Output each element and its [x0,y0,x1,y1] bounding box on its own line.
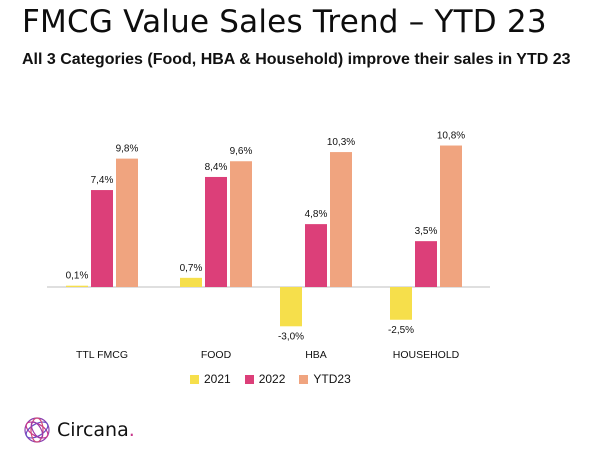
bar-ttl-fmcg-ytd23 [116,158,138,287]
data-label-food-2022: 8,4% [205,162,228,173]
legend-swatch-ytd23 [299,374,309,384]
legend-swatch-2022 [244,374,254,384]
bar-household-2022 [415,241,437,287]
bar-household-2021 [390,287,412,320]
legend-label-2021: 2021 [204,372,231,386]
bar-ttl-fmcg-2022 [91,190,113,287]
data-label-ttl-fmcg-2022: 7,4% [91,175,114,186]
category-label-household: HOUSEHOLD [393,349,460,361]
bar-household-ytd23 [440,145,462,287]
data-label-hba-ytd23: 10,3% [327,137,355,148]
data-label-household-ytd23: 10,8% [437,131,465,142]
bar-food-2022 [205,176,227,287]
data-label-food-ytd23: 9,6% [230,146,253,157]
category-label-hba: HBA [305,349,327,361]
data-label-food-2021: 0,7% [180,263,203,274]
bar-hba-2021 [280,287,302,327]
legend-item-2022: 2022 [244,372,286,386]
bar-hba-2022 [305,224,327,287]
chart-subtitle: All 3 Categories (Food, HBA & Household)… [22,51,571,68]
legend-label-ytd23: YTD23 [313,372,351,386]
data-label-ttl-fmcg-2021: 0,1% [66,271,89,282]
legend-item-ytd23: YTD23 [299,372,351,386]
logo-wordmark: Circana. [57,419,135,441]
circana-logo-icon [24,417,50,443]
brand-logo: Circana. [22,415,135,445]
legend-label-2022: 2022 [258,372,286,386]
chart-title: FMCG Value Sales Trend – YTD 23 [22,4,547,40]
bar-ttl-fmcg-2021 [66,285,88,287]
data-label-hba-2021: -3,0% [278,331,304,342]
data-label-hba-2022: 4,8% [305,209,328,220]
data-label-ttl-fmcg-ytd23: 9,8% [116,144,139,155]
bar-hba-ytd23 [330,152,352,287]
chart-legend: 2021 2022 YTD23 [190,372,351,386]
legend-swatch-2021 [190,374,199,384]
bar-food-2021 [180,277,202,287]
logo-dot: . [128,419,135,441]
category-label-food: FOOD [201,349,232,361]
data-label-household-2022: 3,5% [415,226,438,237]
bar-food-ytd23 [230,161,252,287]
data-label-household-2021: -2,5% [388,325,414,336]
legend-item-2021: 2021 [190,372,231,386]
category-label-ttl-fmcg: TTL FMCG [76,349,128,361]
logo-name: Circana [57,419,129,441]
